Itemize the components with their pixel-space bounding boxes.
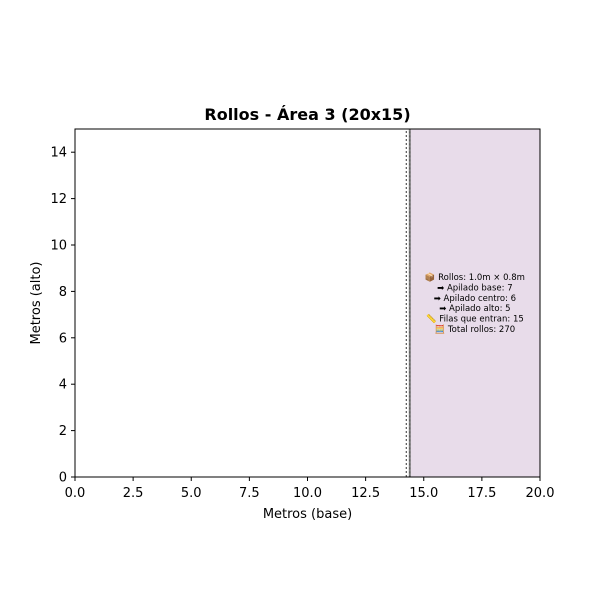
y-tick-label: 2 (59, 424, 67, 439)
y-axis: 0 2 4 6 8 10 12 14 (50, 146, 75, 486)
usable-area-fill (409, 129, 540, 477)
x-axis: 0.0 2.5 5.0 7.5 10.0 12.5 15.0 17.5 20.0 (65, 477, 555, 501)
annotation-line: 📏 Filas que entran: 15 (426, 314, 524, 325)
annotation-line: 🧮 Total rollos: 270 (435, 324, 516, 335)
annotation-box: 📦 Rollos: 1.0m × 0.8m➡ Apilado base: 7➡ … (425, 272, 525, 335)
y-tick-label: 12 (50, 192, 67, 207)
x-tick-label: 12.5 (351, 486, 380, 501)
x-tick-label: 0.0 (65, 486, 86, 501)
x-tick-label: 20.0 (526, 486, 555, 501)
x-tick-label: 15.0 (409, 486, 438, 501)
y-tick-label: 10 (50, 239, 67, 254)
x-tick-label: 7.5 (239, 486, 260, 501)
annotation-line: ➡ Apilado base: 7 (437, 283, 513, 293)
y-tick-label: 8 (59, 285, 67, 300)
annotation-line: ➡ Apilado alto: 5 (439, 304, 510, 314)
x-tick-label: 17.5 (467, 486, 496, 501)
x-axis-label: Metros (base) (263, 507, 352, 522)
y-tick-label: 6 (59, 331, 67, 346)
chart-title: Rollos - Área 3 (20x15) (204, 105, 410, 124)
y-tick-label: 0 (59, 471, 67, 486)
plot-area (405, 128, 541, 478)
x-tick-label: 2.5 (123, 486, 144, 501)
y-tick-label: 14 (50, 146, 67, 161)
annotation-line: ➡ Apilado centro: 6 (434, 294, 516, 304)
y-tick-label: 4 (59, 378, 67, 393)
plot-frame (74, 128, 541, 478)
annotation-line: 📦 Rollos: 1.0m × 0.8m (425, 272, 525, 283)
y-axis-label: Metros (alto) (29, 261, 44, 344)
x-tick-label: 10.0 (293, 486, 322, 501)
x-tick-label: 5.0 (181, 486, 202, 501)
